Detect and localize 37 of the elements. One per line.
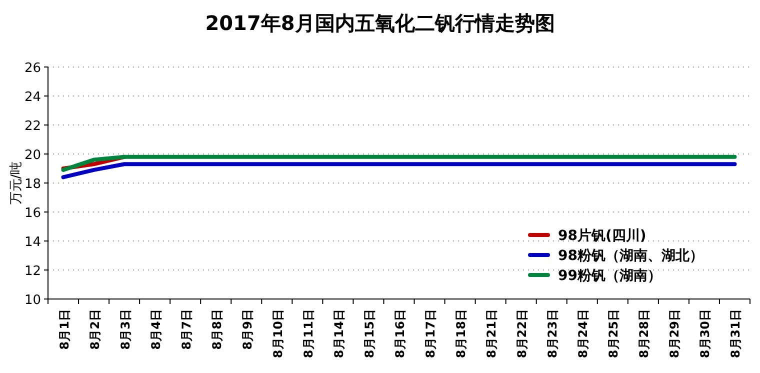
- x-tick-label: 8月16日: [393, 309, 407, 358]
- y-tick-label: 16: [24, 206, 41, 221]
- legend-label: 98粉钒（湖南、湖北）: [558, 248, 704, 264]
- chart-title: 2017年8月国内五氧化二钒行情走势图: [205, 11, 555, 35]
- x-tick-label: 8月24日: [576, 309, 590, 358]
- x-tick-label: 8月2日: [88, 309, 102, 350]
- x-tick-label: 8月4日: [148, 309, 163, 350]
- x-tick-label: 8月30日: [698, 309, 712, 358]
- x-tick-label: 8月8日: [210, 309, 224, 350]
- x-tick-label: 8月11日: [301, 309, 316, 358]
- x-tick-label: 8月10日: [270, 309, 285, 358]
- x-tick-label: 8月28日: [637, 309, 652, 358]
- x-tick-label: 8月18日: [454, 309, 468, 358]
- x-tick-label: 8月14日: [332, 309, 346, 358]
- y-tick-label: 10: [24, 293, 41, 308]
- legend-label: 99粉钒（湖南）: [558, 268, 662, 284]
- y-tick-label: 12: [24, 264, 41, 279]
- y-tick-label: 22: [24, 119, 41, 134]
- y-axis-title: 万元/吨: [9, 161, 24, 205]
- x-tick-label: 8月23日: [546, 309, 560, 358]
- x-tick-label: 8月3日: [118, 309, 132, 350]
- legend-label: 98片钒(四川): [558, 228, 646, 244]
- x-tick-label: 8月15日: [362, 309, 376, 358]
- y-tick-label: 14: [24, 235, 41, 250]
- x-tick-label: 8月25日: [606, 309, 621, 358]
- x-tick-label: 8月29日: [668, 309, 682, 358]
- x-tick-label: 8月31日: [728, 309, 743, 358]
- y-tick-label: 24: [24, 90, 41, 105]
- y-tick-label: 20: [24, 148, 41, 163]
- x-tick-label: 8月21日: [484, 309, 499, 358]
- y-tick-label: 18: [24, 177, 41, 192]
- x-tick-label: 8月9日: [240, 309, 254, 350]
- x-tick-label: 8月22日: [515, 309, 530, 358]
- y-tick-label: 26: [24, 61, 41, 76]
- x-tick-label: 8月7日: [179, 309, 194, 350]
- x-tick-label: 8月1日: [57, 309, 72, 350]
- x-tick-label: 8月17日: [424, 309, 438, 358]
